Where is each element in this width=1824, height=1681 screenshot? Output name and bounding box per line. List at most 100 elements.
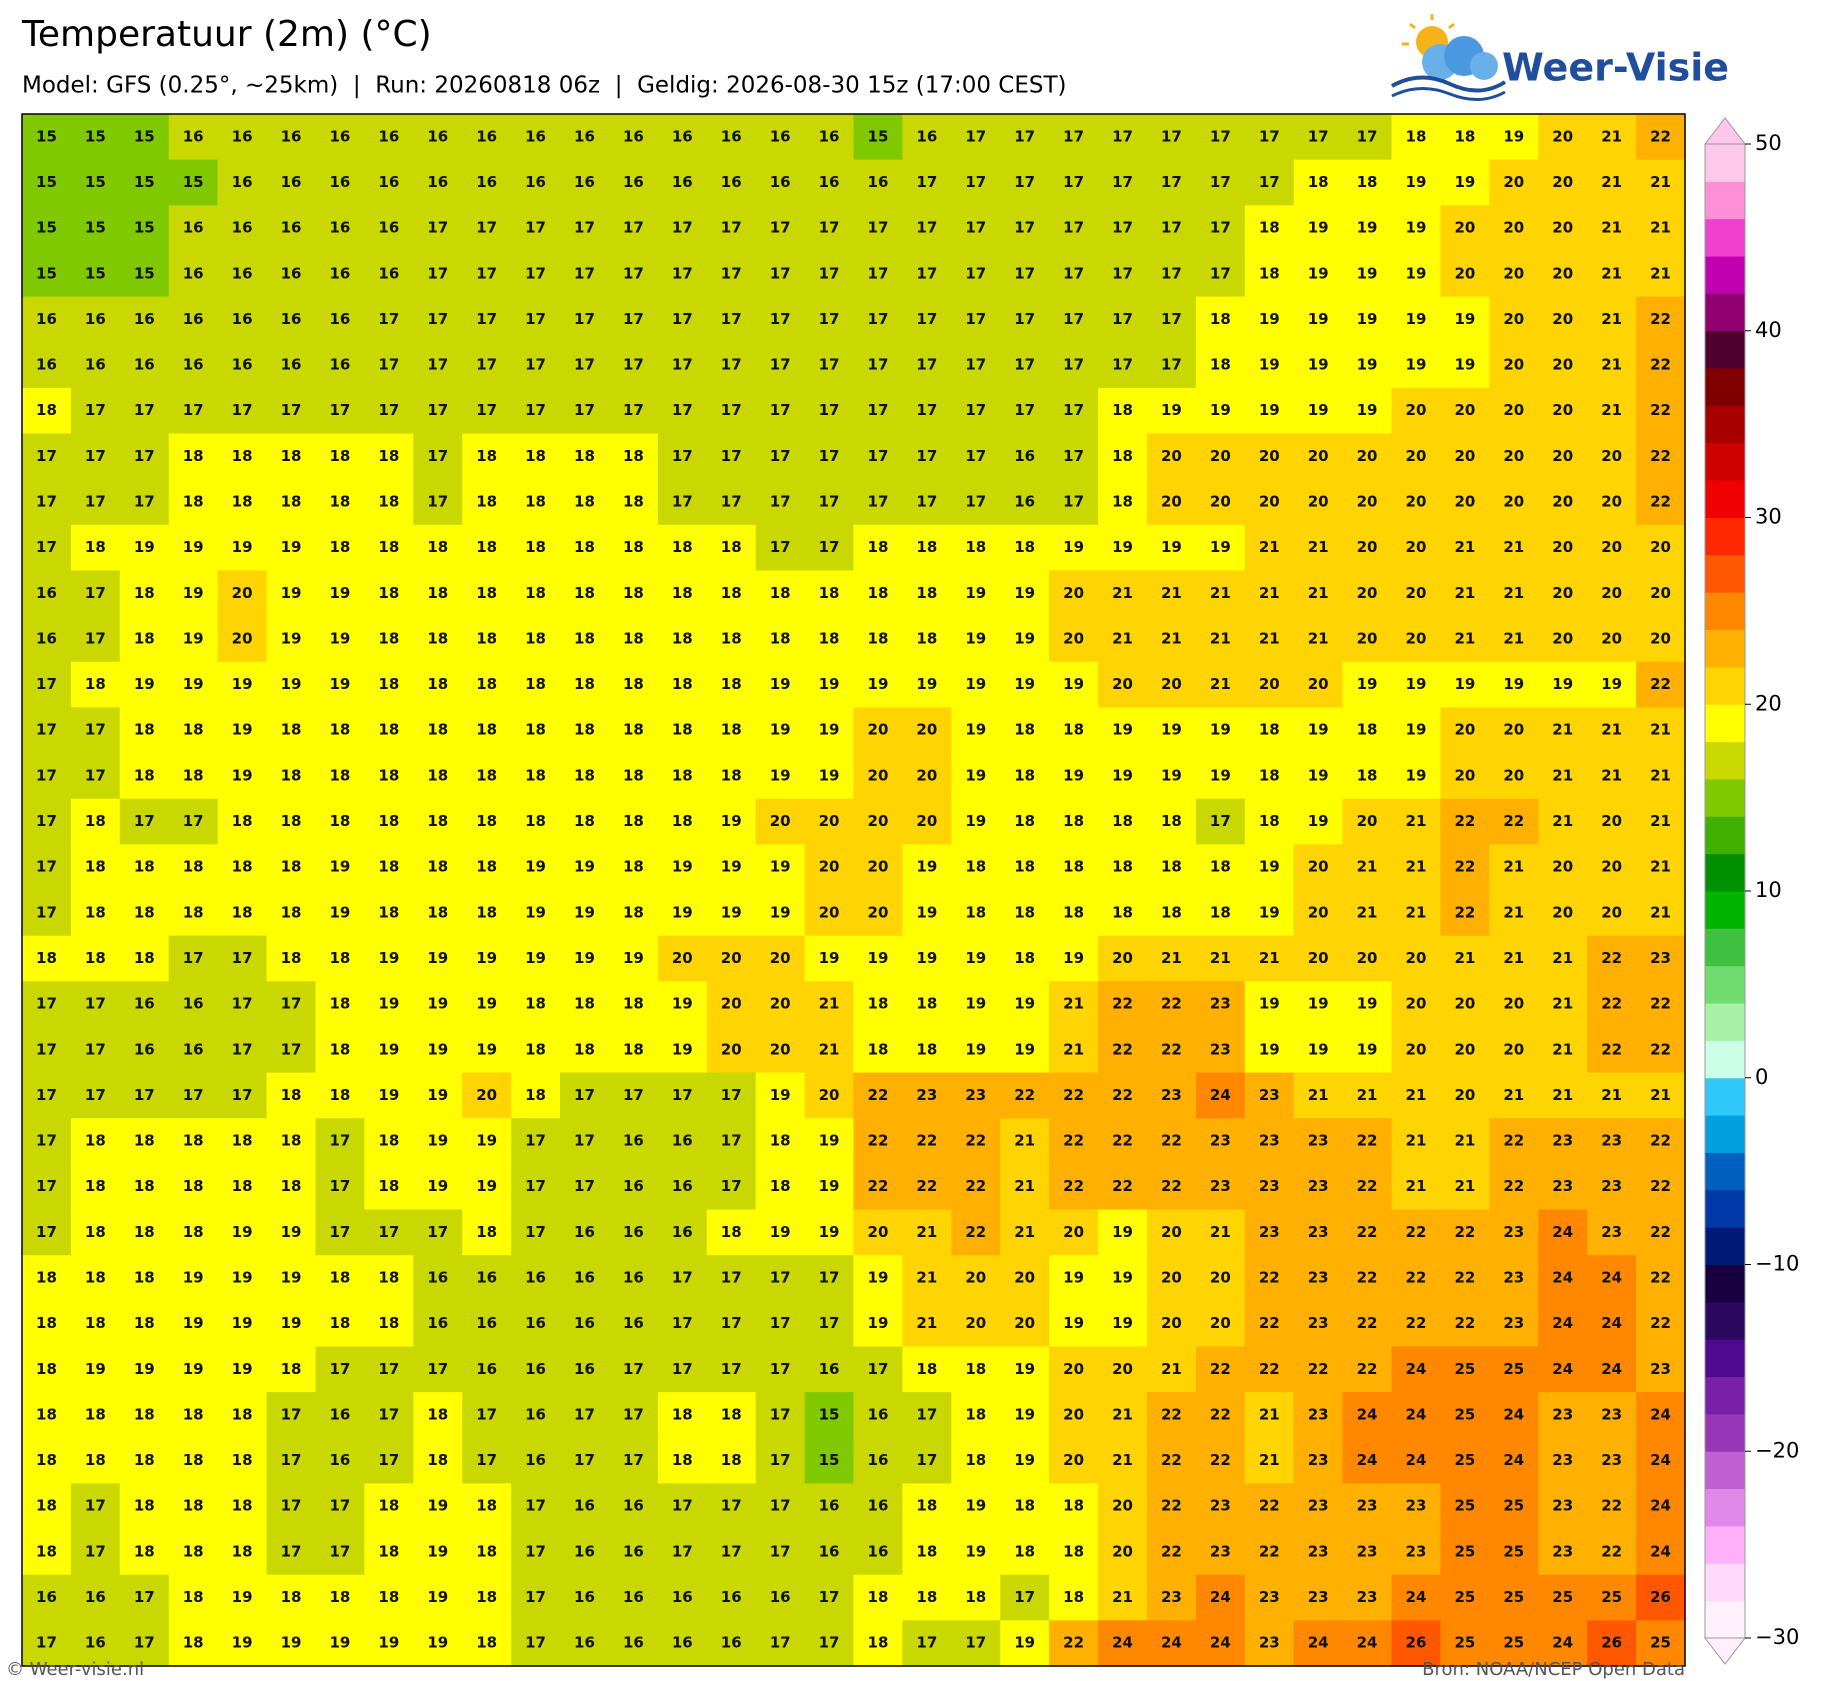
temperature-label: 23 [1161,1588,1182,1606]
temperature-cell [1049,250,1099,298]
temperature-cell [1049,1209,1099,1256]
temperature-label: 23 [1406,1542,1427,1560]
temperature-label: 20 [1503,766,1524,784]
temperature-cell [70,296,121,343]
temperature-cell [1489,296,1539,343]
temperature-cell [413,342,463,389]
temperature-label: 19 [868,1314,889,1332]
colorbar-segment [1705,1451,1745,1490]
temperature-label: 21 [1161,1360,1182,1378]
temperature-cell [168,981,219,1028]
temperature-label: 19 [819,949,840,967]
temperature-cell [1538,1026,1588,1074]
temperature-label: 16 [525,173,546,191]
temperature-cell [1636,661,1686,709]
temperature-cell [1000,159,1050,206]
temperature-cell [217,1163,268,1211]
temperature-label: 18 [281,721,302,739]
temperature-label: 19 [1259,310,1280,328]
temperature-label: 16 [574,1269,595,1287]
temperature-cell [902,1209,952,1256]
temperature-cell [706,1072,757,1119]
temperature-cell [853,753,904,800]
temperature-label: 19 [1112,1269,1133,1287]
temperature-cell [853,1072,904,1119]
temperature-cell [1636,844,1686,891]
temperature-label: 20 [1503,1040,1524,1058]
temperature-cell [22,205,72,252]
temperature-cell [217,114,268,161]
temperature-cell [1195,1072,1246,1119]
temperature-cell [706,844,757,891]
temperature-label: 18 [427,584,448,602]
temperature-cell [168,205,219,252]
temperature-label: 18 [525,675,546,693]
temperature-label: 16 [85,310,106,328]
temperature-cell [1000,1163,1050,1211]
temperature-label: 21 [1552,995,1573,1013]
temperature-label: 22 [965,1223,986,1241]
temperature-cell [951,159,1001,206]
temperature-cell [1342,570,1393,617]
colorbar-segment [1705,1525,1745,1564]
temperature-label: 16 [232,127,253,145]
temperature-cell [706,707,757,754]
temperature-label: 19 [378,995,399,1013]
temperature-label: 21 [1650,219,1671,237]
temperature-cell [168,1118,219,1165]
temperature-cell [1049,114,1099,161]
temperature-label: 20 [819,858,840,876]
temperature-label: 17 [427,1223,448,1241]
temperature-cell [1146,114,1197,161]
temperature-cell [1098,890,1148,937]
temperature-cell [608,661,659,709]
temperature-cell [1244,250,1295,298]
temperature-cell [706,661,757,709]
temperature-label: 24 [1112,1634,1133,1652]
temperature-cell [1636,1209,1686,1256]
temperature-label: 19 [1014,1451,1035,1469]
temperature-label: 16 [1014,493,1035,511]
temperature-label: 19 [1161,538,1182,556]
temperature-label: 19 [770,1223,791,1241]
temperature-label: 17 [1014,310,1035,328]
temperature-label: 17 [623,310,644,328]
temperature-label: 21 [1063,995,1084,1013]
temperature-cell [608,1072,659,1119]
temperature-cell [315,342,365,389]
temperature-cell [560,1255,610,1302]
temperature-label: 16 [378,264,399,282]
temperature-label: 19 [525,949,546,967]
temperature-label: 18 [476,447,497,465]
temperature-cell [902,981,952,1028]
temperature-cell [951,661,1001,709]
temperature-label: 19 [819,675,840,693]
temperature-label: 17 [36,675,57,693]
temperature-label: 20 [770,949,791,967]
temperature-cell [1049,844,1099,891]
temperature-label: 17 [916,1451,937,1469]
temperature-label: 17 [525,219,546,237]
temperature-label: 21 [1454,629,1475,647]
temperature-label: 17 [672,401,693,419]
temperature-label: 24 [1503,1451,1524,1469]
temperature-label: 18 [1112,903,1133,921]
temperature-cell [1391,250,1442,298]
temperature-cell [1195,1209,1246,1256]
temperature-cell [560,296,610,343]
temperature-cell [853,433,904,480]
temperature-cell [902,1163,952,1211]
temperature-label: 21 [1601,173,1622,191]
temperature-label: 17 [427,356,448,374]
temperature-label: 19 [770,903,791,921]
temperature-label: 22 [1357,1177,1378,1195]
temperature-label: 20 [1308,493,1329,511]
temperature-cell [755,1209,806,1256]
temperature-cell [1195,479,1246,526]
temperature-cell [657,1163,708,1211]
colorbar-segment [1705,1227,1745,1265]
temperature-cell [1049,981,1099,1028]
temperature-label: 18 [1406,127,1427,145]
temperature-label: 17 [721,1132,742,1150]
